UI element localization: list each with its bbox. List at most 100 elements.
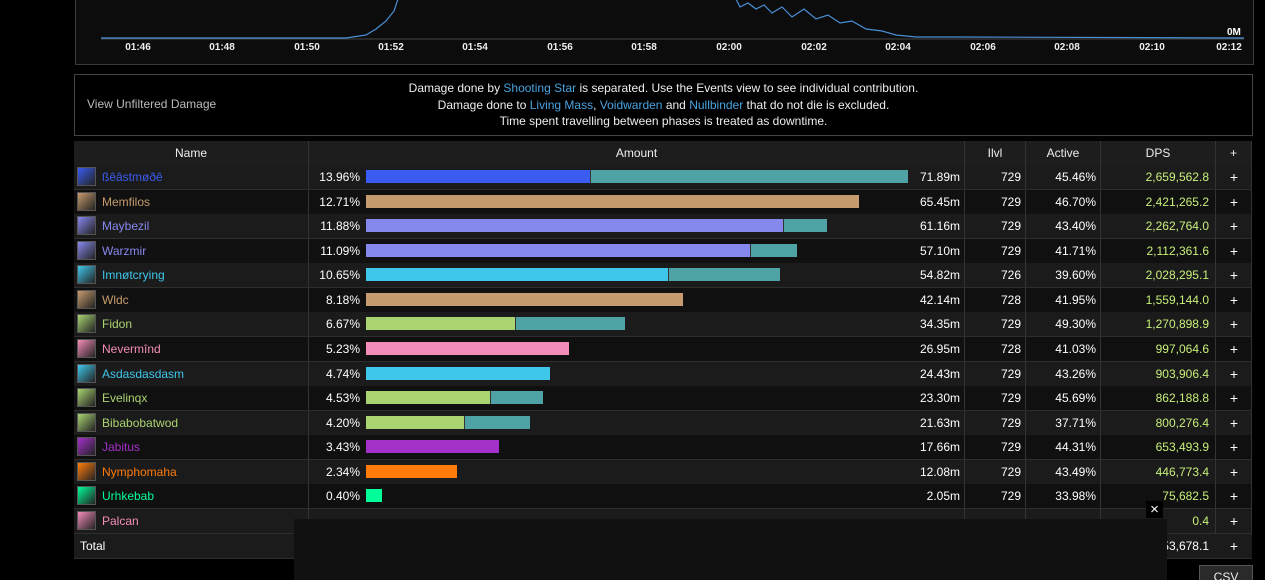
column-header[interactable]: Active: [1026, 141, 1101, 165]
player-name[interactable]: Warzmir: [102, 243, 147, 258]
table-row: Warzmir 11.09% 57.10m 729 41.71% 2,112,361.6 +: [74, 238, 1252, 264]
player-name[interactable]: Wldc: [102, 292, 129, 307]
class-icon: [77, 167, 96, 186]
player-name[interactable]: Evelinqx: [102, 391, 148, 406]
player-name[interactable]: Bibabobatwod: [102, 415, 179, 430]
ilvl: 728: [1000, 341, 1021, 356]
amount: 71.89m: [919, 170, 960, 184]
dps: 2,262,764.0: [1145, 219, 1209, 234]
column-header[interactable]: Name: [74, 141, 309, 165]
player-name[interactable]: Jabitus: [102, 440, 141, 455]
graph-x-label: 01:58: [631, 42, 657, 53]
expand-button[interactable]: +: [1229, 169, 1239, 185]
cell-border: [1026, 435, 1101, 460]
player-name[interactable]: ßêâstmøðê: [102, 170, 163, 184]
player-name[interactable]: Urhkebab: [102, 489, 155, 504]
class-icon: [77, 363, 96, 383]
player-name[interactable]: Asdasdasdasm: [102, 366, 185, 381]
cell-border: [309, 214, 965, 239]
notice-link[interactable]: Living Mass: [529, 97, 594, 112]
expand-button[interactable]: +: [1229, 439, 1239, 456]
ilvl: 729: [1000, 415, 1021, 430]
table-row: Urhkebab 0.40% 2.05m 729 33.98% 75,682.5 +: [74, 484, 1252, 510]
table-row: Nevermînd 5.23% 26.95m 728 41.03% 997,064.6 +: [74, 336, 1252, 362]
percent: 13.96%: [319, 170, 360, 184]
notice-text: that do not die is excluded.: [743, 97, 890, 112]
cell-border: [1101, 484, 1216, 509]
notice-link[interactable]: Voidwarden: [599, 97, 663, 112]
cell-border: [965, 386, 1026, 411]
class-icon: [77, 510, 96, 530]
player-name[interactable]: Palcan: [102, 513, 139, 528]
expand-button[interactable]: +: [1229, 218, 1239, 235]
ilvl: 728: [1000, 292, 1021, 307]
expand-button[interactable]: +: [1229, 463, 1239, 480]
ilvl: 729: [1000, 464, 1021, 479]
table-row: Bibabobatwod 4.20% 21.63m 729 37.71% 800,276.…: [74, 410, 1252, 436]
expand-button[interactable]: +: [1229, 193, 1239, 210]
player-name[interactable]: Maybezil: [102, 219, 150, 234]
cell-border: [74, 435, 309, 460]
cell-border: [74, 263, 309, 288]
unfiltered-button[interactable]: View Unfiltered Damage: [87, 97, 217, 111]
cell-border: [1216, 361, 1252, 386]
graph-x-label: 02:08: [1054, 42, 1080, 53]
percent: 2.34%: [325, 464, 360, 479]
expand-button[interactable]: +: [1229, 488, 1239, 505]
ilvl: 729: [1000, 366, 1021, 381]
column-header[interactable]: DPS: [1101, 141, 1216, 165]
active: 44.31%: [1055, 440, 1096, 455]
cell-border: [965, 435, 1026, 460]
cell-border: [965, 336, 1026, 361]
bar-segment: [366, 317, 516, 331]
notice-line: Time spent travelling between phases is …: [75, 114, 1252, 128]
player-name[interactable]: Fidon: [102, 317, 133, 332]
expand-button[interactable]: +: [1229, 365, 1239, 382]
notice-link[interactable]: Nullbinder: [689, 97, 744, 112]
expand-button[interactable]: +: [1229, 316, 1239, 333]
expand-button[interactable]: +: [1229, 242, 1239, 259]
close-button[interactable]: ×: [1146, 501, 1163, 518]
amount: 34.35m: [919, 317, 960, 332]
bar-segment: [464, 415, 530, 429]
expand-button[interactable]: +: [1229, 291, 1239, 308]
cell-border: [309, 361, 965, 386]
graph-x-label: 02:04: [885, 42, 911, 53]
amount: 2.05m: [926, 489, 960, 504]
column-header[interactable]: Ilvl: [965, 141, 1026, 165]
expand-button[interactable]: +: [1229, 512, 1239, 529]
ilvl: 729: [1000, 243, 1021, 258]
active: 43.26%: [1055, 366, 1096, 381]
notice-link[interactable]: Shooting Star: [503, 81, 577, 95]
dps: 446,773.4: [1155, 464, 1209, 479]
expand-button[interactable]: +: [1229, 267, 1239, 284]
graph-x-label: 02:00: [716, 42, 742, 53]
cell-border: [309, 238, 965, 263]
player-name[interactable]: Imnøtcrying: [102, 268, 165, 283]
cell-border: [74, 312, 309, 337]
expand-button[interactable]: +: [1229, 340, 1239, 357]
bar-segment: [366, 391, 490, 405]
active: 37.71%: [1055, 415, 1096, 430]
cell-border: [965, 238, 1026, 263]
expand-button[interactable]: +: [1229, 537, 1239, 554]
class-icon: [77, 314, 96, 334]
amount: 26.95m: [919, 341, 960, 356]
csv-button[interactable]: CSV: [1199, 565, 1253, 580]
cell-border: [74, 410, 309, 435]
table-row: Jabitus 3.43% 17.66m 729 44.31% 653,493.9 +: [74, 435, 1252, 461]
expand-button[interactable]: +: [1229, 414, 1239, 431]
player-name[interactable]: Nevermînd: [102, 341, 161, 356]
expand-button[interactable]: +: [1229, 390, 1239, 407]
cell-border: [1026, 312, 1101, 337]
percent: 4.53%: [325, 391, 360, 406]
player-name[interactable]: Memfilos: [102, 194, 151, 209]
total-label: Total: [80, 538, 106, 553]
dps: 0.4: [1192, 513, 1209, 528]
class-icon: [77, 289, 96, 309]
column-header[interactable]: Amount: [309, 141, 965, 165]
bar-segment: [366, 415, 465, 429]
graph-y-label: 0M: [1227, 27, 1241, 38]
column-header[interactable]: +: [1216, 141, 1252, 165]
player-name[interactable]: Nymphomaha: [102, 464, 177, 479]
